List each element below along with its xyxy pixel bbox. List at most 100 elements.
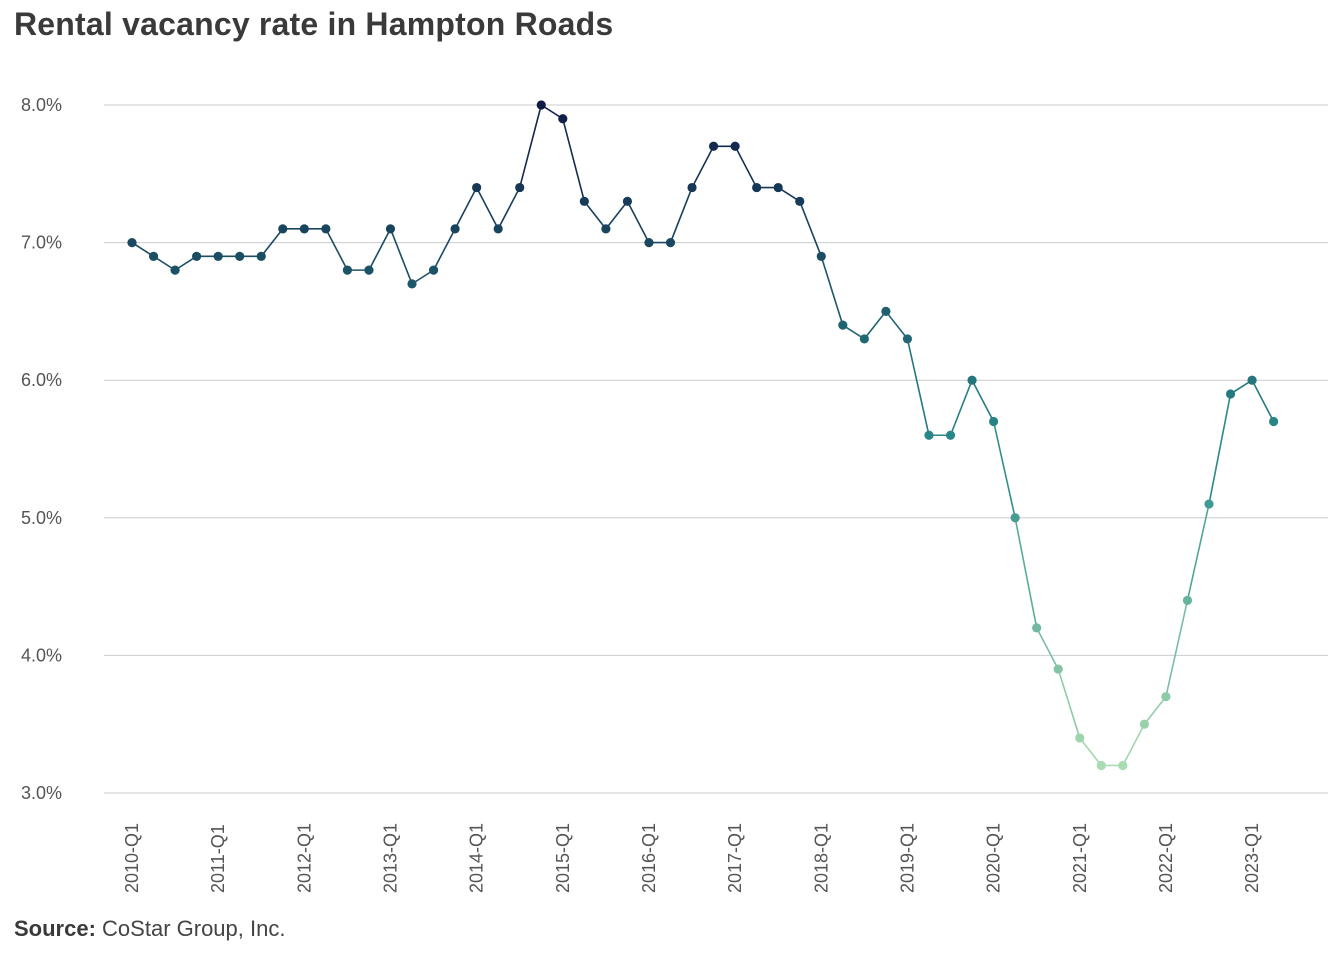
line-segment [1208,393,1232,505]
line-segment [1251,379,1275,422]
data-point [1247,375,1257,385]
data-point [321,224,331,234]
data-point [730,141,740,151]
data-point [1053,664,1063,674]
data-point [536,100,546,110]
line-segment [626,200,650,243]
series-points [127,100,1279,771]
line-segment [885,310,909,340]
data-point [450,224,460,234]
x-tick-label: 2023-Q1 [1242,823,1262,893]
line-segment [518,104,543,188]
data-point [622,196,633,206]
data-point [515,182,525,193]
x-tick-label: 2020-Q1 [984,823,1004,893]
data-point [579,196,589,206]
x-tick-label: 2010-Q1 [122,823,142,893]
data-point [687,182,697,193]
x-tick-label: 2021-Q1 [1070,823,1090,893]
data-point [1204,499,1214,509]
data-point [924,430,934,440]
data-point [644,238,654,248]
chart-title: Rental vacancy rate in Hampton Roads [14,6,614,42]
x-tick-label: 2012-Q1 [294,823,314,893]
data-point [881,306,891,316]
y-tick-label: 5.0% [21,508,62,528]
data-point [773,182,783,193]
data-point [299,224,309,234]
data-point [407,279,417,289]
data-point [1225,389,1236,399]
data-point [945,430,956,440]
data-point [1182,595,1193,605]
source-note: Source: CoStar Group, Inc. [14,916,285,942]
data-point [601,224,611,234]
x-tick-label: 2014-Q1 [467,823,487,893]
x-tick-label: 2019-Q1 [897,823,917,893]
data-point [385,224,396,234]
line-segment [432,228,456,271]
data-point [838,320,848,330]
y-axis-tick-labels: 3.0% 4.0% 5.0% 6.0% 7.0% 8.0% [21,95,62,803]
data-point [493,224,503,234]
data-point [342,265,352,275]
data-point [752,182,762,193]
y-tick-label: 4.0% [21,645,62,665]
data-point [1118,760,1128,771]
data-point [989,416,999,427]
data-point [428,265,439,275]
line-segment [497,187,521,230]
x-tick-label: 2013-Q1 [380,823,400,893]
line-segment [454,187,478,230]
line-segment [906,338,930,436]
data-point [1032,623,1042,633]
x-tick-label: 2022-Q1 [1156,823,1176,893]
line-segment [1186,503,1210,601]
data-point [1161,692,1171,702]
data-point [256,251,266,261]
data-point [235,251,245,261]
line-segment [260,228,284,257]
data-point [1269,416,1279,427]
x-tick-label: 2011-Q1 [208,824,228,893]
data-point [1075,733,1085,743]
y-tick-label: 7.0% [21,233,62,253]
line-segment [1035,627,1059,670]
data-point [127,238,137,248]
data-point [364,265,374,275]
data-point [213,251,223,261]
data-point [472,182,482,193]
x-tick-label: 2016-Q1 [639,823,659,893]
data-point [665,238,676,248]
line-segment [992,421,1016,518]
line-segment [605,200,629,230]
source-label: Source: [14,916,96,941]
line-segment [368,228,392,271]
data-point [708,141,719,151]
line-segment [1122,723,1146,766]
series-line [131,104,1275,767]
data-point [170,265,180,275]
data-point [795,196,805,206]
line-segment [1165,600,1189,697]
data-point [558,114,568,124]
line-segment [1143,696,1167,725]
line-segment [734,145,758,188]
line-segment [1057,668,1081,739]
line-segment [562,118,586,202]
data-point [967,375,977,385]
y-tick-label: 6.0% [21,370,62,390]
line-segment [949,379,973,436]
data-point [278,224,288,234]
data-point [148,251,159,261]
line-segment [669,187,693,243]
line-segment [863,310,887,340]
data-point [902,334,913,344]
line-segment [691,145,715,188]
x-tick-label: 2015-Q1 [553,823,573,893]
data-point [816,251,826,261]
x-tick-label: 2017-Q1 [725,823,745,893]
line-segment [475,187,499,230]
data-point [192,251,202,261]
